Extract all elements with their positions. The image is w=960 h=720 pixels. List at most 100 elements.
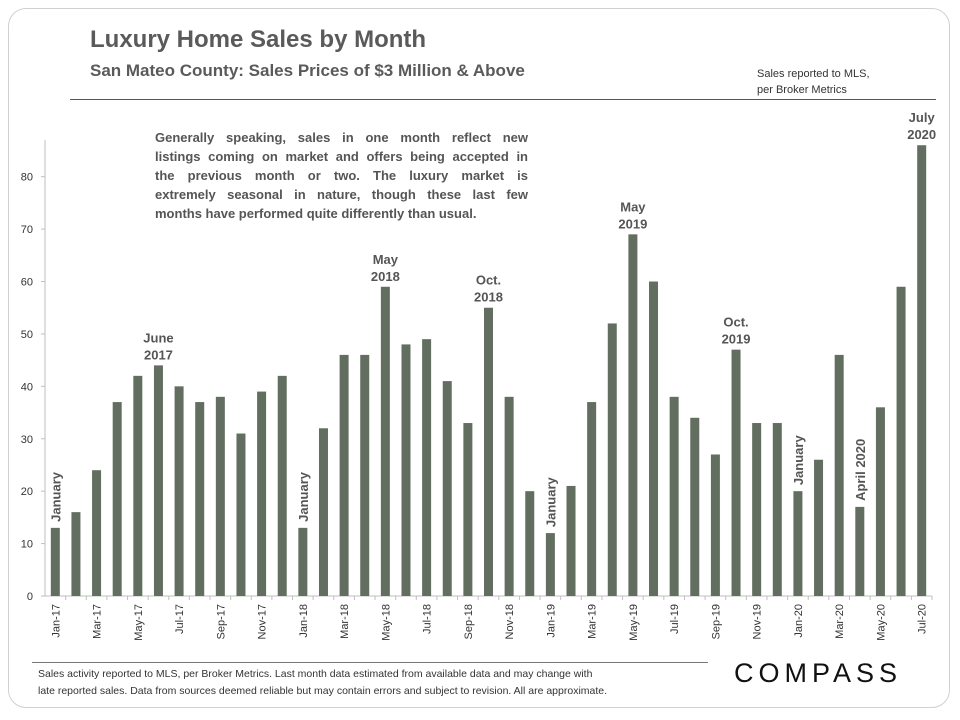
- source-note: Sales reported to MLS, per Broker Metric…: [757, 66, 870, 98]
- x-tick-label: Nov-17: [257, 604, 269, 639]
- bar: [92, 470, 102, 596]
- footer-divider: [32, 662, 708, 663]
- bar-annotation: January: [791, 435, 806, 486]
- y-tick-label: 80: [21, 172, 33, 184]
- bar: [401, 344, 411, 596]
- source-note-line: per Broker Metrics: [757, 84, 847, 96]
- bar: [442, 381, 452, 596]
- x-tick-label: May-17: [133, 604, 145, 641]
- source-note-line: Sales reported to MLS,: [757, 68, 870, 80]
- bar-annotation: 2018: [474, 290, 503, 305]
- bar: [298, 527, 308, 596]
- y-tick-label: 20: [21, 486, 33, 498]
- x-tick-label: May-19: [628, 604, 640, 641]
- bar: [814, 459, 824, 596]
- x-tick-label: May-18: [380, 604, 392, 641]
- bar-annotation: 2019: [618, 216, 647, 231]
- bar: [669, 396, 679, 596]
- bar: [793, 491, 803, 596]
- x-tick-label: Jul-20: [917, 604, 929, 634]
- bar: [731, 349, 741, 596]
- bar-annotation: January: [48, 471, 63, 522]
- bar: [236, 433, 246, 596]
- y-tick-label: 70: [21, 224, 33, 236]
- y-tick-label: 60: [21, 277, 33, 289]
- x-tick-label: Sep-19: [710, 604, 722, 639]
- y-tick-label: 30: [21, 434, 33, 446]
- bar: [484, 307, 493, 596]
- bar: [112, 402, 122, 596]
- x-tick-label: May-20: [875, 604, 887, 641]
- bar-annotation: June: [143, 330, 173, 345]
- bar: [504, 396, 514, 596]
- commentary-line: extremely seasonal in nature, though the…: [155, 187, 528, 202]
- commentary-line: Generally speaking, sales in one month r…: [155, 130, 528, 145]
- title-divider: [70, 99, 936, 100]
- bar: [422, 339, 432, 596]
- bar-annotation: 2019: [722, 332, 751, 347]
- bar: [649, 281, 659, 596]
- commentary-line: listings coming on market and offers bei…: [155, 149, 528, 164]
- x-tick-label: Nov-19: [752, 604, 764, 639]
- x-tick-label: Jan-17: [50, 604, 62, 638]
- bar: [690, 417, 700, 596]
- bar-annotation: 2018: [371, 269, 400, 284]
- x-tick-label: Jan-18: [298, 604, 310, 638]
- x-tick-label: Jul-18: [422, 604, 434, 634]
- bar: [318, 428, 328, 596]
- bar-annotation: July: [909, 110, 936, 125]
- footer-disclaimer: Sales activity reported to MLS, per Brok…: [38, 666, 607, 700]
- slide-frame: [8, 8, 950, 708]
- bar: [917, 145, 927, 596]
- bar-annotation: 2017: [144, 347, 173, 362]
- bar: [339, 354, 349, 596]
- bar-annotation: January: [296, 471, 311, 522]
- bar-annotation: May: [620, 199, 646, 214]
- y-tick-label: 50: [21, 329, 33, 341]
- x-tick-label: Jan-19: [545, 604, 557, 638]
- bar: [607, 323, 617, 596]
- x-tick-label: Mar-20: [834, 604, 846, 639]
- bar: [257, 391, 267, 596]
- bar-annotation: April 2020: [853, 439, 868, 501]
- bar: [277, 375, 287, 596]
- commentary-text: Generally speaking, sales in one month r…: [155, 128, 528, 223]
- bar: [195, 402, 205, 596]
- bar: [772, 423, 782, 596]
- x-tick-label: Mar-17: [92, 604, 104, 639]
- y-tick-label: 10: [21, 539, 33, 551]
- bar: [587, 402, 597, 596]
- footer-line: late reported sales. Data from sources d…: [38, 685, 608, 697]
- x-tick-label: Jul-17: [174, 604, 186, 634]
- bar: [710, 454, 720, 596]
- bar-annotation: Oct.: [723, 315, 748, 330]
- footer-line: Sales activity reported to MLS, per Brok…: [38, 668, 593, 680]
- bar-annotation: 2020: [907, 127, 936, 142]
- commentary-line: months have performed quite differently …: [155, 206, 477, 221]
- bar: [566, 485, 576, 596]
- bar-annotation: May: [373, 252, 399, 267]
- bar: [834, 354, 844, 596]
- bar-annotation: January: [543, 476, 558, 527]
- y-tick-label: 40: [21, 381, 33, 393]
- x-tick-label: Sep-18: [463, 604, 475, 639]
- commentary-line: the previous month or two. The luxury ma…: [155, 168, 528, 183]
- x-tick-label: Nov-18: [504, 604, 516, 639]
- bar: [628, 234, 638, 596]
- x-tick-label: Mar-19: [587, 604, 599, 639]
- bar: [133, 375, 143, 596]
- bar: [174, 386, 184, 596]
- bar: [752, 423, 762, 596]
- bar: [525, 491, 535, 596]
- y-tick-label: 0: [27, 591, 33, 603]
- bar: [50, 527, 60, 596]
- x-tick-label: Jan-20: [793, 604, 805, 638]
- bar-annotation: Oct.: [476, 273, 501, 288]
- chart-title: Luxury Home Sales by Month: [90, 26, 427, 53]
- bar: [896, 286, 906, 596]
- bar: [153, 365, 163, 596]
- bar: [855, 506, 865, 596]
- chart-subtitle: San Mateo County: Sales Prices of $3 Mil…: [90, 61, 525, 80]
- bar: [875, 407, 885, 596]
